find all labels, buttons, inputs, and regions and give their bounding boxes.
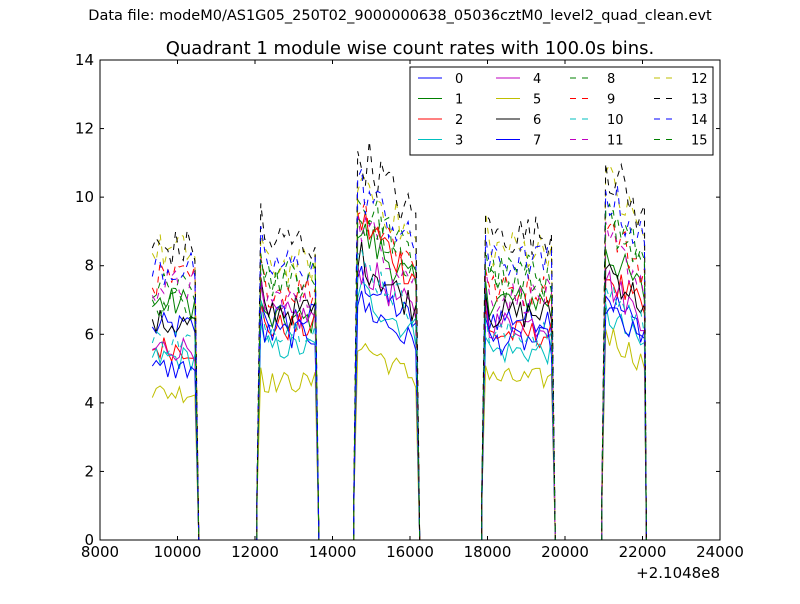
y-tick-label: 12: [75, 120, 94, 138]
series-line-9: [151, 200, 647, 540]
x-offset-label: +2.1048e8: [636, 564, 720, 582]
series-line-3: [151, 280, 647, 540]
legend-label-10: 10: [607, 113, 624, 128]
y-tick-label: 14: [75, 51, 94, 69]
legend-label-2: 2: [455, 113, 463, 128]
legend-label-6: 6: [533, 113, 541, 128]
series-line-0: [151, 265, 647, 540]
chart-title: Quadrant 1 module wise count rates with …: [166, 38, 655, 59]
y-tick-label: 4: [84, 394, 94, 412]
y-tick-label: 2: [84, 462, 94, 480]
legend-label-15: 15: [691, 134, 708, 149]
legend-box: [409, 66, 714, 156]
legend-label-0: 0: [455, 72, 463, 87]
y-tick-label: 10: [75, 188, 94, 206]
series-line-6: [151, 241, 647, 540]
series-line-2: [152, 211, 647, 540]
series-line-5: [151, 328, 647, 540]
x-tick-label: 18000: [464, 543, 512, 561]
x-tick-label: 16000: [386, 543, 434, 561]
x-tick-label: 14000: [309, 543, 357, 561]
legend-label-8: 8: [607, 72, 615, 87]
series-line-10: [151, 247, 647, 540]
ticks-layer: 8000 10000 12000 14000 16000 18000 20000 22000 2…: [75, 51, 744, 561]
series-line-13: [151, 141, 647, 540]
series-line-8: [151, 198, 647, 540]
legend-label-12: 12: [691, 72, 708, 87]
x-tick-label: 24000: [696, 543, 744, 561]
y-tick-label: 8: [84, 257, 94, 275]
figure-suptitle: Data file: modeM0/AS1G05_250T02_90000006…: [88, 8, 712, 24]
series-line-14: [151, 168, 647, 540]
x-tick-label: 8000: [81, 543, 119, 561]
series-line-11: [151, 215, 647, 540]
series-line-4: [152, 262, 647, 540]
x-tick-label: 12000: [231, 543, 279, 561]
legend-label-13: 13: [691, 93, 708, 108]
legend-label-11: 11: [607, 134, 624, 149]
series-layer: [151, 141, 647, 540]
legend-label-4: 4: [533, 72, 541, 87]
series-line-7: [151, 290, 647, 540]
y-tick-label: 0: [84, 531, 94, 549]
legend-label-5: 5: [533, 93, 541, 108]
y-tick-label: 6: [84, 325, 94, 343]
legend-label-9: 9: [607, 93, 615, 108]
legend-label-3: 3: [455, 134, 463, 149]
series-line-1: [151, 223, 647, 540]
legend-label-14: 14: [691, 113, 708, 128]
legend-label-1: 1: [455, 93, 463, 108]
x-tick-label: 22000: [619, 543, 667, 561]
x-tick-label: 20000: [541, 543, 589, 561]
series-line-15: [151, 210, 647, 540]
x-tick-label: 10000: [154, 543, 202, 561]
legend-label-7: 7: [533, 134, 541, 149]
series-line-12: [151, 163, 647, 540]
